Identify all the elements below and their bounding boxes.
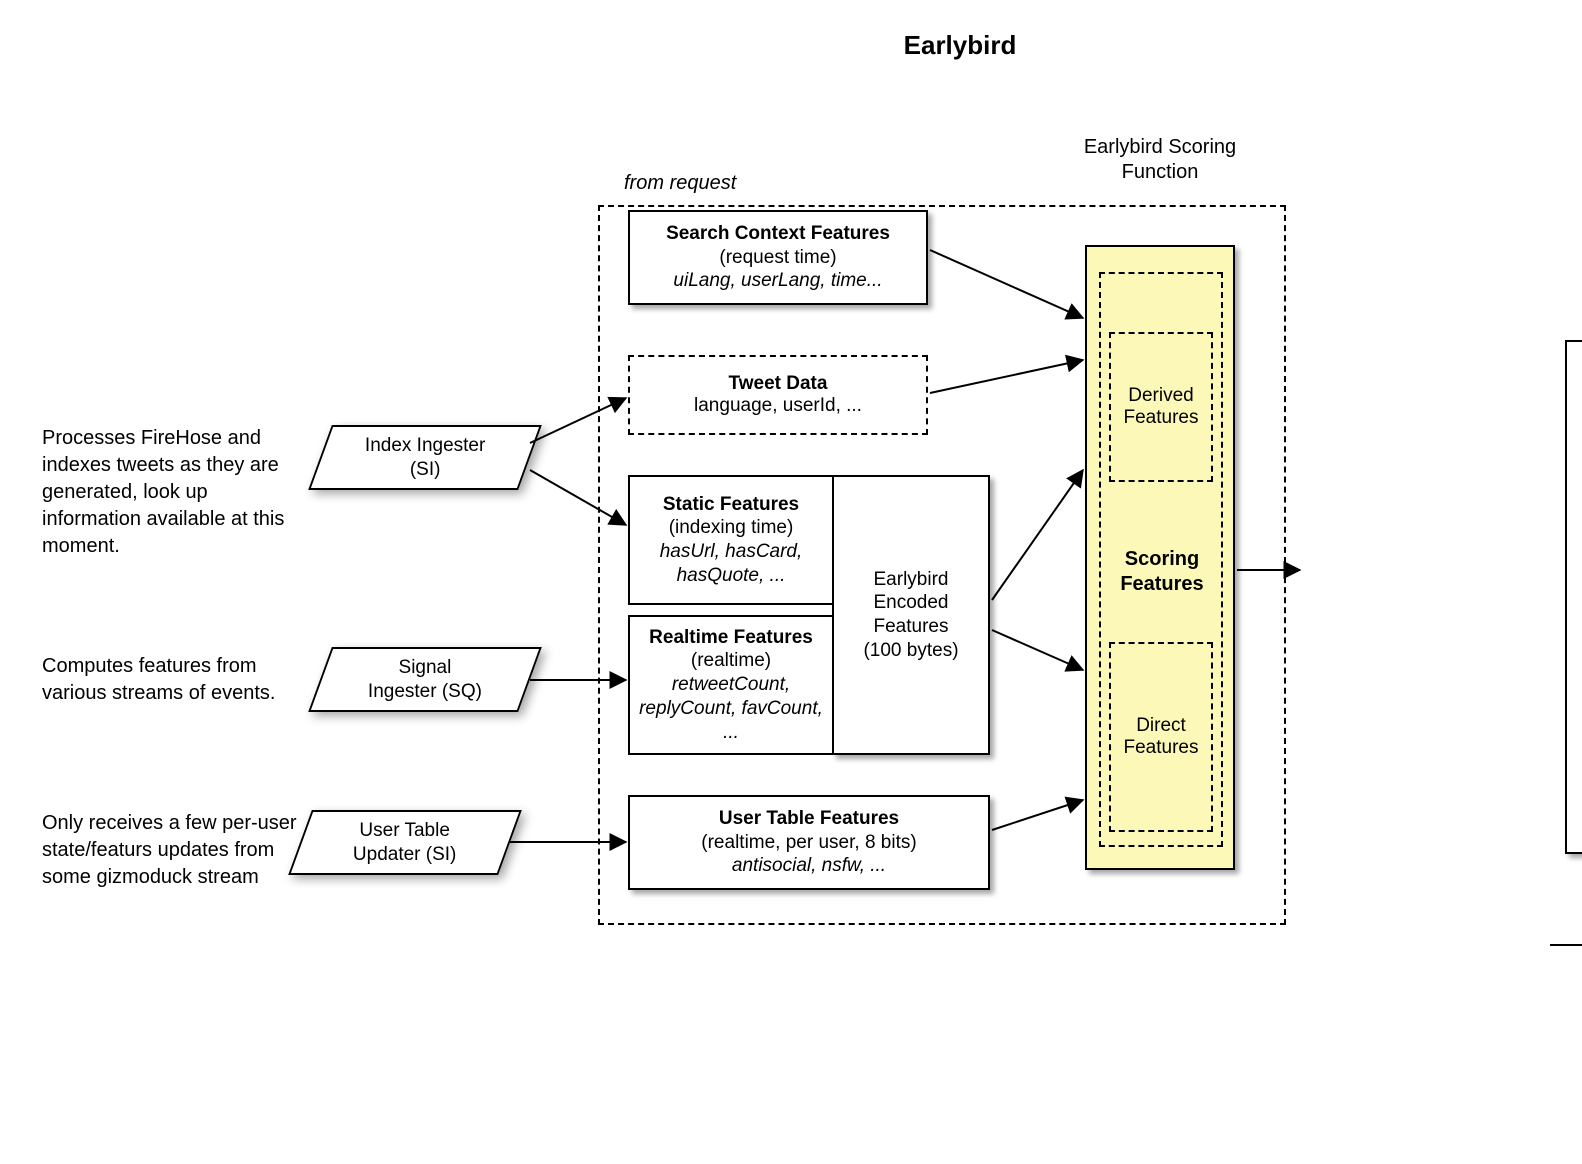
node-realtime-features: Realtime Features (realtime) retweetCoun… — [628, 615, 834, 755]
node-tweet-data-title: Tweet Data — [729, 373, 828, 395]
from-request-label: from request — [624, 172, 736, 195]
derived-features-box: Derived Features — [1109, 332, 1213, 482]
process-index-ingester: Index Ingester (SI) — [320, 425, 530, 490]
node-static-features: Static Features (indexing time) hasUrl, … — [628, 475, 834, 605]
derived-l1: Derived — [1128, 385, 1193, 407]
process-user-table-updater-l1: User Table — [360, 820, 450, 841]
process-index-ingester-l2: (SI) — [410, 459, 441, 480]
node-tweet-data: Tweet Data language, userId, ... — [628, 355, 928, 435]
node-utf-ex: antisocial, nsfw, ... — [732, 854, 886, 878]
scoring-panel: Derived Features Scoring Features Direct… — [1085, 245, 1235, 870]
node-encoded-l3: Features — [874, 615, 949, 639]
node-search-context: Search Context Features (request time) u… — [628, 210, 928, 305]
annotation-user-table-updater: Only receives a few per-user state/featu… — [42, 810, 302, 891]
scoring-l2: Features — [1120, 573, 1203, 595]
process-signal-ingester-l1: Signal — [399, 657, 452, 678]
node-search-context-sub: (request time) — [719, 246, 836, 270]
node-utf-title: User Table Features — [719, 807, 899, 831]
process-signal-ingester: Signal Ingester (SQ) — [320, 647, 530, 712]
node-realtime-ex: retweetCount, replyCount, favCount, ... — [638, 673, 824, 744]
node-static-sub: (indexing time) — [669, 516, 794, 540]
direct-l1: Direct — [1136, 715, 1186, 737]
node-static-ex: hasUrl, hasCard, hasQuote, ... — [638, 540, 824, 588]
node-realtime-sub: (realtime) — [691, 649, 771, 673]
node-search-context-title: Search Context Features — [666, 222, 890, 246]
scoring-l1: Scoring — [1125, 548, 1199, 570]
node-encoded-l4: (100 bytes) — [863, 639, 958, 663]
node-utf-sub: (realtime, per user, 8 bits) — [701, 831, 916, 855]
scoring-header: Earlybird Scoring Function — [1050, 135, 1270, 185]
node-user-table-features: User Table Features (realtime, per user,… — [628, 795, 990, 890]
direct-features-box: Direct Features — [1109, 642, 1213, 832]
scoring-features-label: Scoring Features — [1087, 547, 1237, 597]
node-static-title: Static Features — [663, 493, 799, 517]
derived-l2: Features — [1124, 407, 1199, 429]
node-search-context-ex: uiLang, userLang, time... — [673, 269, 882, 293]
process-index-ingester-l1: Index Ingester — [365, 435, 485, 456]
annotation-signal-ingester: Computes features from various streams o… — [42, 653, 292, 707]
annotation-index-ingester: Processes FireHose and indexes tweets as… — [42, 425, 292, 560]
process-signal-ingester-l2: Ingester (SQ) — [368, 681, 482, 702]
external-fragment-right2 — [1550, 944, 1582, 946]
node-encoded-features: Earlybird Encoded Features (100 bytes) — [832, 475, 990, 755]
node-tweet-data-sub: language, userId, ... — [694, 395, 862, 417]
process-user-table-updater-l2: Updater (SI) — [353, 844, 456, 865]
direct-l2: Features — [1124, 737, 1199, 759]
diagram-title: Earlybird — [860, 30, 1060, 61]
node-encoded-l1: Earlybird — [874, 568, 949, 592]
node-encoded-l2: Encoded — [873, 591, 948, 615]
process-user-table-updater: User Table Updater (SI) — [300, 810, 510, 875]
node-realtime-title: Realtime Features — [649, 626, 813, 650]
external-box-right — [1565, 340, 1582, 854]
